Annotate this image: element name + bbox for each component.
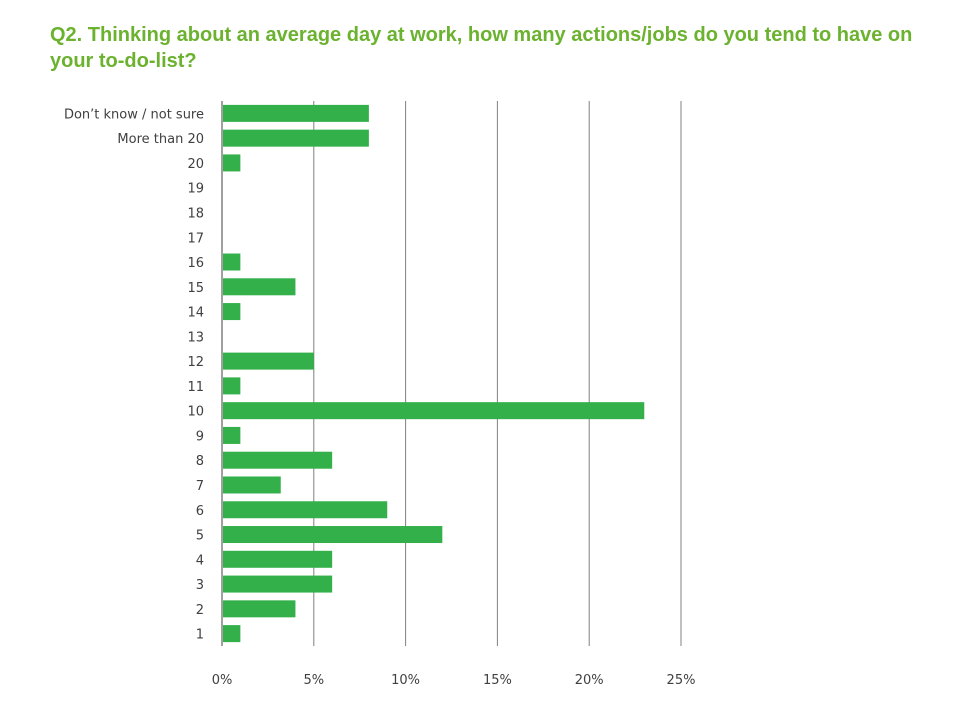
chart-title: Q2. Thinking about an average day at wor…: [50, 24, 913, 72]
bar: [223, 575, 333, 593]
bar: [223, 526, 443, 544]
category-label: 1: [196, 628, 204, 643]
bar: [223, 402, 645, 420]
category-label: 4: [196, 553, 204, 568]
category-label: 15: [187, 281, 204, 296]
x-tick-label: 10%: [391, 673, 420, 688]
category-label: 10: [187, 405, 204, 420]
category-label: 18: [187, 206, 204, 221]
x-tick-label: 25%: [667, 673, 696, 688]
bar: [223, 278, 296, 296]
x-tick-labels: 0% 5% 10% 15% 20% 25%: [212, 673, 696, 688]
category-label: 6: [196, 504, 204, 519]
bar: [223, 154, 241, 172]
bars: [223, 104, 645, 643]
x-tick-label: 15%: [483, 673, 512, 688]
category-label: 20: [187, 157, 204, 172]
bar: [223, 451, 333, 469]
bar: [223, 377, 241, 395]
bar: [223, 426, 241, 444]
category-label: 19: [187, 182, 204, 197]
category-label: 13: [187, 330, 204, 345]
category-label: 12: [187, 355, 204, 370]
x-tick-label: 20%: [575, 673, 604, 688]
bar: [223, 625, 241, 643]
bar: [223, 600, 296, 618]
bar: [223, 303, 241, 321]
category-label: 8: [196, 454, 204, 469]
bar: [223, 501, 388, 519]
category-label: 11: [187, 380, 204, 395]
category-label: 3: [196, 578, 204, 593]
category-label: More than 20: [117, 132, 204, 147]
bar: [223, 476, 281, 494]
category-label: 7: [196, 479, 204, 494]
category-label: 16: [187, 256, 204, 271]
x-tick-label: 5%: [303, 673, 324, 688]
category-label: 5: [196, 529, 204, 544]
bar: [223, 129, 369, 147]
category-label: Don’t know / not sure: [64, 107, 204, 122]
category-label: 17: [187, 231, 204, 246]
category-label: 14: [187, 306, 204, 321]
bar: [223, 550, 333, 568]
bar: [223, 253, 241, 271]
x-tick-label: 0%: [212, 673, 233, 688]
category-label: 9: [196, 429, 204, 444]
bar: [223, 352, 314, 370]
bar: [223, 104, 369, 122]
category-label: 2: [196, 603, 204, 618]
